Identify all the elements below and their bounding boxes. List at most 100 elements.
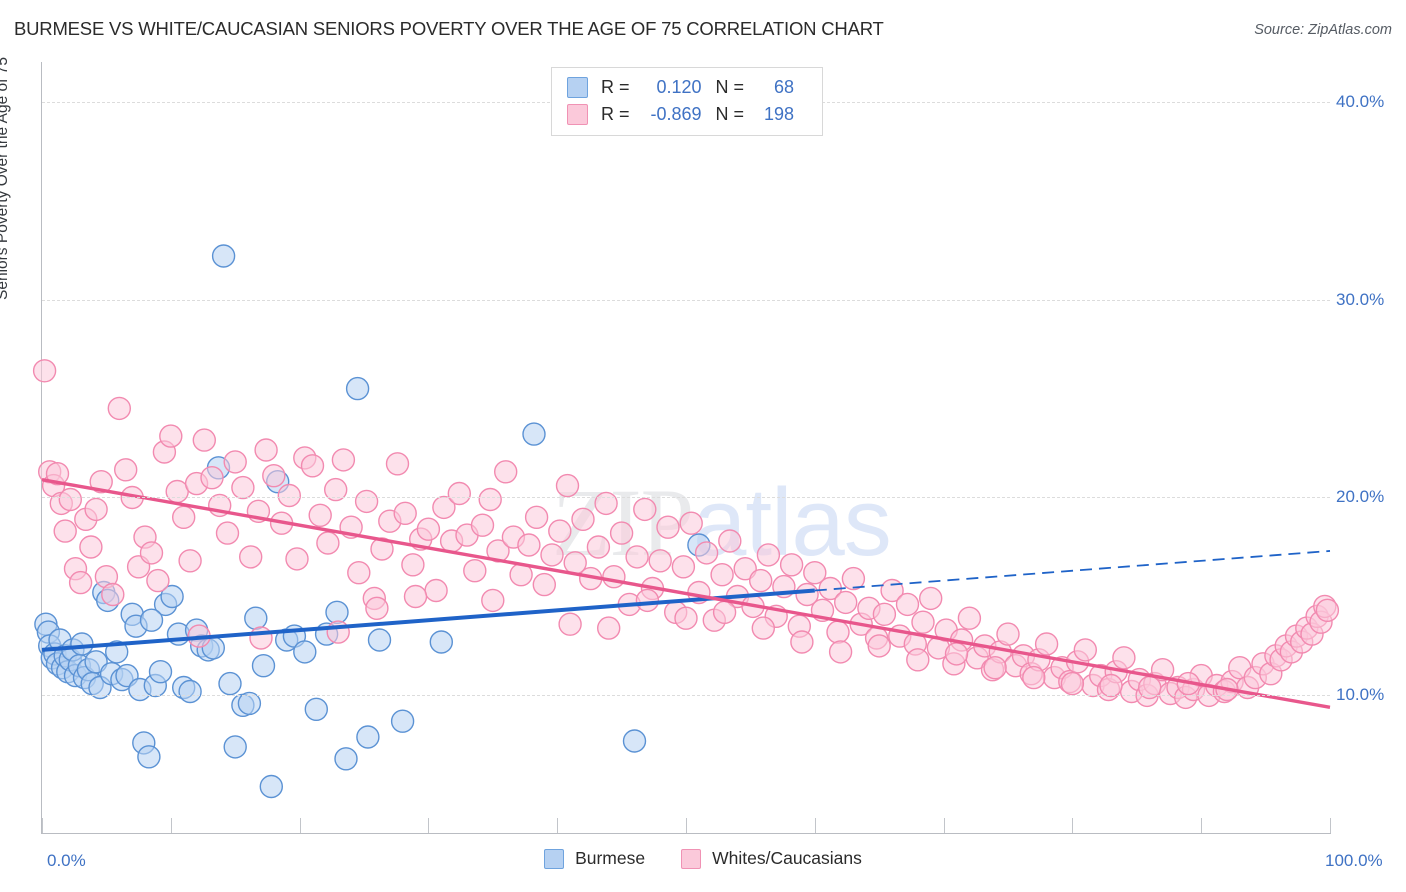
data-point — [481, 588, 505, 613]
data-point — [635, 588, 660, 613]
n-value-whites: 198 — [763, 104, 795, 124]
data-point — [834, 590, 858, 615]
plot-area: ZIPatlas — [32, 62, 1340, 834]
data-point — [345, 376, 370, 401]
data-point — [571, 507, 595, 531]
y-axis-title: Seniors Poverty Over the Age of 75 — [0, 57, 11, 300]
data-point — [32, 359, 57, 383]
y-tick-label-10.0%: 10.0% — [1336, 685, 1385, 705]
series-swatch-whites — [567, 104, 588, 125]
r-label-whites: R = — [601, 104, 630, 124]
x-tick-mark-30 — [428, 818, 430, 833]
data-point — [308, 503, 332, 527]
data-point — [432, 495, 456, 520]
x-tick-mark-40 — [557, 818, 559, 833]
series-burmese — [34, 244, 711, 799]
gridline-y-30 — [42, 299, 1330, 301]
x-axis-line — [41, 833, 1331, 834]
data-point — [326, 620, 350, 644]
data-point — [540, 543, 564, 567]
x-tick-mark-60 — [814, 818, 816, 833]
data-point — [944, 642, 969, 666]
data-point — [84, 650, 108, 674]
data-point — [867, 634, 891, 658]
data-point — [906, 648, 930, 672]
data-point — [139, 608, 164, 632]
data-point — [244, 606, 268, 630]
data-point — [841, 566, 866, 591]
stats-row-whites: R = -0.869 N = 198 — [552, 101, 822, 128]
data-point — [113, 458, 138, 482]
x-tick-label-min: 0.0% — [47, 851, 86, 870]
data-point — [1034, 632, 1059, 656]
data-point — [558, 612, 582, 636]
trend-line-whites-caucasians — [41, 477, 1331, 709]
stats-row-burmese: R = 0.120 N = 68 — [552, 74, 822, 101]
data-point — [316, 531, 340, 555]
data-point — [1073, 638, 1098, 662]
data-point — [107, 396, 132, 421]
n-label-whites: N = — [715, 104, 745, 124]
source-attribution: Source: ZipAtlas.com — [1254, 22, 1392, 38]
r-label-burmese: R = — [601, 77, 630, 97]
data-point — [262, 464, 286, 488]
data-point — [259, 774, 284, 799]
data-point — [594, 491, 618, 516]
data-point — [178, 679, 202, 704]
legend-item-burmese[interactable]: Burmese — [544, 848, 645, 869]
data-point — [919, 586, 943, 611]
y-tick-label-30.0%: 30.0% — [1336, 289, 1385, 309]
data-point — [911, 610, 935, 634]
data-point — [277, 483, 302, 508]
page-title: BURMESE VS WHITE/CAUCASIAN SENIORS POVER… — [14, 18, 884, 39]
data-point — [478, 487, 502, 512]
data-point — [1060, 671, 1085, 696]
data-point — [324, 477, 348, 502]
x-tick-mark-20 — [299, 818, 301, 833]
data-point — [555, 473, 580, 498]
legend-item-whites[interactable]: Whites/Caucasians — [681, 848, 862, 869]
data-point — [597, 616, 621, 640]
data-point — [671, 555, 696, 579]
data-point — [89, 470, 113, 494]
data-point — [656, 515, 680, 539]
x-tick-mark-80 — [1072, 818, 1074, 833]
data-point — [218, 671, 242, 696]
data-point — [365, 596, 389, 620]
data-point — [1099, 673, 1123, 698]
data-point — [416, 517, 441, 541]
legend-label-burmese: Burmese — [575, 848, 646, 868]
data-point — [251, 654, 276, 678]
y-tick-label-40.0%: 40.0% — [1336, 91, 1385, 111]
data-point — [895, 592, 920, 617]
r-value-burmese: 0.120 — [656, 77, 702, 97]
legend-label-whites: Whites/Caucasians — [712, 848, 862, 868]
data-point — [602, 565, 626, 589]
data-point — [293, 640, 317, 664]
data-point — [356, 725, 380, 749]
data-point — [200, 466, 224, 490]
data-point — [223, 735, 247, 759]
data-point — [872, 602, 897, 626]
y-axis-line — [41, 62, 42, 834]
y-tick-label-20.0%: 20.0% — [1336, 487, 1385, 507]
data-point — [45, 462, 70, 486]
data-point — [300, 454, 325, 478]
data-point — [215, 521, 240, 545]
data-point — [160, 584, 184, 609]
data-point — [983, 656, 1007, 680]
n-value-burmese: 68 — [774, 77, 795, 97]
data-point — [249, 626, 273, 650]
x-tick-mark-0 — [42, 818, 43, 833]
r-value-whites: -0.869 — [650, 104, 702, 124]
legend-swatch-whites — [681, 848, 702, 869]
data-point — [370, 537, 394, 561]
data-point — [463, 559, 487, 583]
correlation-stats-box: R = 0.120 N = 68 R = -0.869 N = 198 — [551, 67, 823, 136]
data-point — [393, 501, 417, 525]
x-tick-mark-100 — [1330, 818, 1331, 833]
series-whites-caucasians — [32, 359, 1340, 710]
data-point — [237, 691, 262, 716]
data-point — [390, 709, 415, 733]
data-point — [633, 497, 657, 522]
